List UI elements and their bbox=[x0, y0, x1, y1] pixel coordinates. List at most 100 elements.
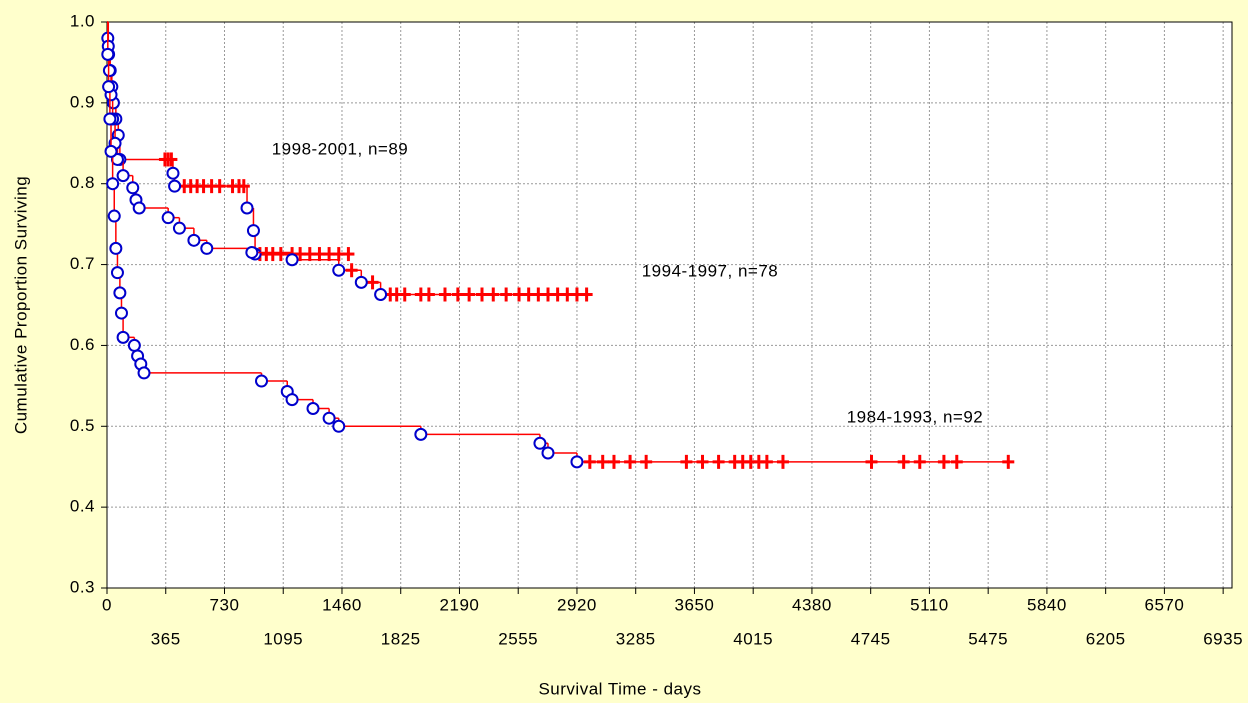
censor-mark bbox=[422, 287, 435, 302]
x-tick-label: 2190 bbox=[440, 595, 480, 614]
event-marker bbox=[109, 241, 123, 255]
event-marker bbox=[107, 209, 121, 223]
event-marker bbox=[116, 169, 130, 183]
x-tick-label: 0 bbox=[102, 595, 112, 614]
censor-mark bbox=[165, 152, 178, 167]
censor-mark bbox=[865, 454, 878, 469]
x-tick-label: 1460 bbox=[322, 595, 362, 614]
censor-mark bbox=[760, 454, 773, 469]
event-marker bbox=[187, 233, 201, 247]
censor-mark bbox=[476, 287, 488, 302]
censor-mark bbox=[274, 247, 287, 262]
x-tick-label: 4015 bbox=[733, 629, 773, 648]
censor-mark bbox=[398, 287, 411, 302]
censor-mark bbox=[463, 287, 476, 302]
censor-mark bbox=[345, 263, 358, 278]
censor-mark bbox=[583, 454, 596, 469]
y-tick-label: 0.6 bbox=[70, 335, 95, 354]
censor-mark bbox=[950, 454, 963, 469]
x-tick-label: 365 bbox=[151, 629, 181, 648]
y-axis-label: Cumulative Proportion Surviving bbox=[11, 176, 30, 434]
event-marker bbox=[285, 253, 299, 267]
y-tick-label: 0.9 bbox=[70, 92, 95, 111]
x-tick-label: 6935 bbox=[1203, 629, 1243, 648]
y-tick-label: 0.5 bbox=[70, 416, 95, 435]
event-marker bbox=[200, 241, 214, 255]
y-tick-label: 0.3 bbox=[70, 577, 95, 596]
event-marker bbox=[570, 455, 584, 469]
x-tick-label: 730 bbox=[210, 595, 240, 614]
x-tick-label: 2555 bbox=[498, 629, 538, 648]
censor-mark bbox=[712, 454, 725, 469]
censor-mark bbox=[640, 454, 653, 469]
x-tick-label: 5110 bbox=[910, 595, 949, 614]
y-tick-label: 1.0 bbox=[70, 11, 95, 30]
event-marker bbox=[168, 179, 182, 193]
y-tick-label: 0.8 bbox=[70, 173, 95, 192]
x-axis-label: Survival Time - days bbox=[538, 679, 701, 698]
event-marker bbox=[255, 374, 269, 388]
y-tick-label: 0.4 bbox=[70, 497, 95, 516]
event-marker bbox=[533, 436, 547, 450]
x-tick-label: 6205 bbox=[1086, 629, 1126, 648]
event-marker bbox=[541, 446, 555, 460]
event-marker bbox=[137, 366, 151, 380]
event-marker bbox=[106, 177, 120, 191]
event-marker bbox=[246, 224, 260, 238]
event-marker bbox=[114, 306, 128, 320]
x-tick-label: 5475 bbox=[968, 629, 1008, 648]
censor-mark bbox=[1002, 454, 1015, 469]
censor-mark bbox=[580, 287, 593, 302]
event-marker bbox=[354, 275, 368, 289]
series-label: 1984-1993, n=92 bbox=[847, 407, 984, 426]
x-tick-label: 4745 bbox=[851, 629, 891, 648]
series-label: 1994-1997, n=78 bbox=[642, 261, 779, 280]
event-marker bbox=[104, 144, 118, 158]
y-tick-label: 0.7 bbox=[70, 254, 95, 273]
censor-mark bbox=[500, 287, 513, 302]
x-tick-label: 3285 bbox=[616, 629, 656, 648]
x-tick-label: 4380 bbox=[792, 595, 832, 614]
event-marker bbox=[166, 166, 180, 180]
x-tick-label: 1825 bbox=[381, 629, 421, 648]
censor-mark bbox=[487, 287, 500, 302]
censor-mark bbox=[596, 454, 609, 469]
censor-mark bbox=[937, 454, 950, 469]
censor-mark bbox=[776, 454, 789, 469]
event-marker bbox=[126, 181, 140, 195]
event-marker bbox=[332, 263, 346, 277]
event-marker bbox=[102, 64, 116, 78]
censor-mark bbox=[624, 454, 637, 469]
censor-mark bbox=[680, 454, 693, 469]
event-marker bbox=[161, 211, 175, 225]
censor-mark bbox=[913, 454, 926, 469]
event-marker bbox=[245, 245, 259, 259]
censor-mark bbox=[213, 179, 226, 194]
event-marker bbox=[332, 419, 346, 433]
event-marker bbox=[103, 112, 117, 126]
x-tick-label: 3650 bbox=[675, 595, 715, 614]
event-marker bbox=[102, 80, 116, 94]
censor-mark bbox=[696, 454, 709, 469]
event-marker bbox=[240, 201, 254, 215]
event-marker bbox=[132, 201, 146, 215]
x-tick-label: 2920 bbox=[557, 595, 597, 614]
censor-mark bbox=[366, 275, 379, 290]
censor-mark bbox=[607, 454, 620, 469]
censor-mark bbox=[438, 287, 451, 302]
event-marker bbox=[101, 47, 115, 61]
event-marker bbox=[285, 393, 299, 407]
x-tick-label: 5840 bbox=[1027, 595, 1067, 614]
event-marker bbox=[172, 221, 186, 235]
event-marker bbox=[127, 338, 141, 352]
event-marker bbox=[116, 330, 130, 344]
event-marker bbox=[306, 401, 320, 415]
censor-mark bbox=[342, 247, 355, 262]
event-marker bbox=[374, 287, 388, 301]
x-tick-label: 6570 bbox=[1144, 595, 1184, 614]
censor-mark bbox=[451, 287, 464, 302]
plot-frame bbox=[106, 21, 1233, 589]
plot-area bbox=[107, 22, 1232, 588]
censor-mark bbox=[237, 179, 250, 194]
